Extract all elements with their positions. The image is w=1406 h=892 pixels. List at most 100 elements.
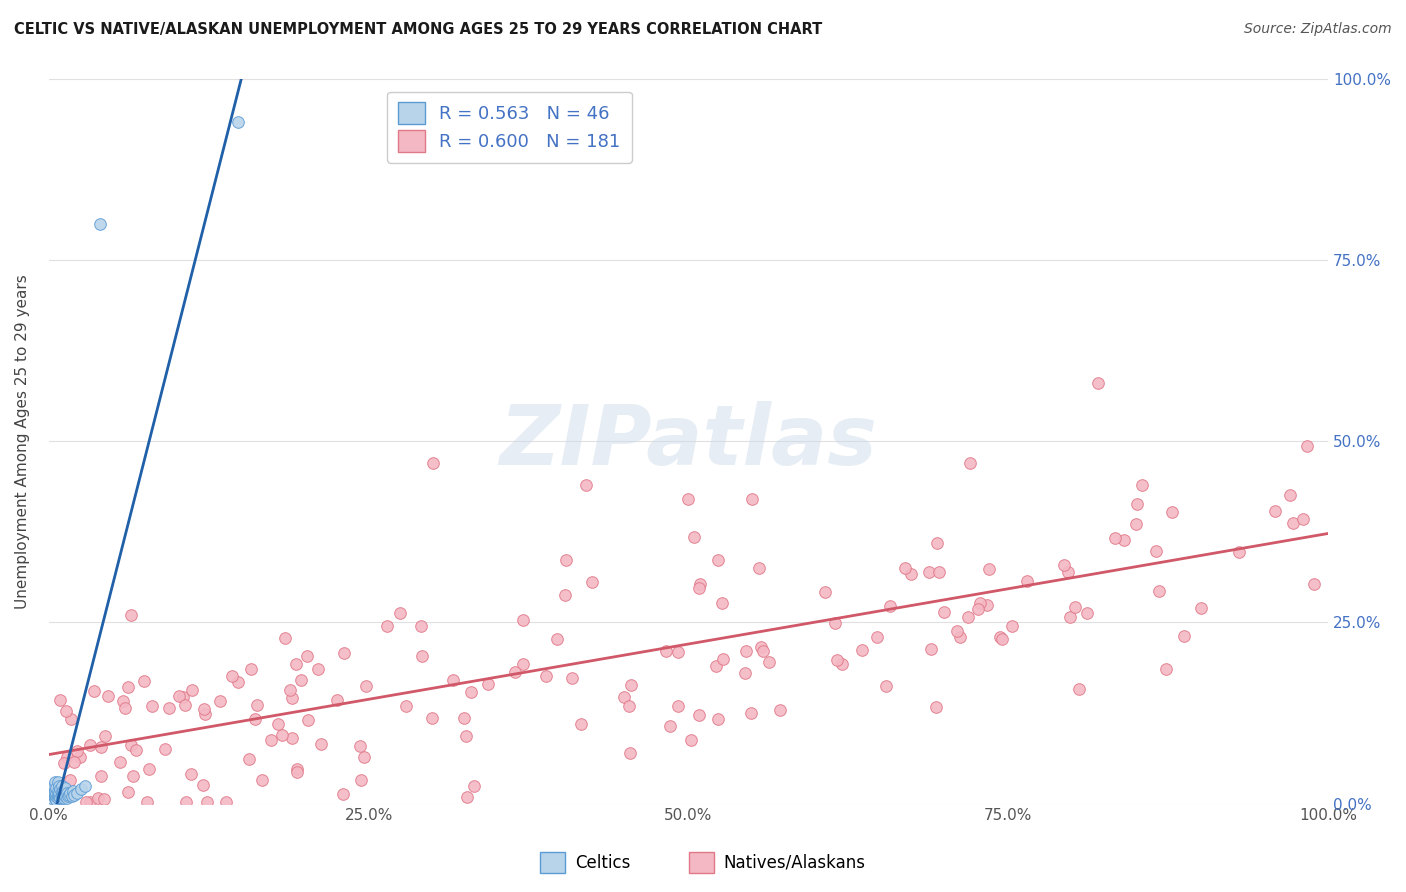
Point (285, 765, 308, 780)
Point (69, 750, 91, 764)
Point (60, 789, 83, 804)
Point (688, 581, 710, 595)
Point (441, 673, 464, 687)
Point (734, 665, 756, 680)
Point (375, 619, 398, 633)
Point (925, 700, 948, 714)
Point (1227, 545, 1250, 559)
Point (117, 785, 139, 799)
Point (309, 737, 332, 751)
Point (157, 701, 180, 715)
Point (267, 716, 290, 731)
Point (704, 659, 727, 673)
Point (120, 738, 142, 752)
Point (39, 790, 62, 805)
Point (135, 795, 157, 809)
Point (48, 779, 70, 793)
Point (477, 677, 499, 691)
Point (814, 585, 837, 599)
Point (108, 755, 131, 769)
Point (55, 786, 77, 800)
Point (51, 790, 73, 805)
Point (353, 750, 375, 764)
Point (350, 773, 373, 788)
Point (49, 790, 72, 805)
Point (45, 789, 67, 804)
Point (453, 711, 475, 725)
Point (60, 712, 83, 726)
Point (1076, 606, 1098, 620)
Point (45, 786, 67, 800)
Point (1087, 376, 1109, 391)
Point (246, 698, 269, 712)
Point (42, 779, 65, 793)
Point (411, 648, 433, 663)
Point (957, 609, 980, 624)
Point (167, 689, 190, 703)
Point (1056, 565, 1078, 579)
Point (48, 786, 70, 800)
Point (1104, 531, 1126, 545)
Point (41, 782, 63, 797)
Point (463, 779, 485, 793)
Point (969, 596, 991, 610)
Point (174, 795, 197, 809)
Point (66, 786, 89, 800)
Point (55, 704, 77, 718)
Point (752, 644, 775, 658)
Point (454, 729, 477, 743)
Point (46, 783, 69, 797)
Point (59, 786, 82, 800)
Point (349, 739, 371, 754)
Point (134, 674, 156, 689)
Point (389, 606, 412, 620)
Point (354, 679, 377, 693)
Point (866, 630, 889, 644)
Point (769, 703, 792, 717)
Point (831, 657, 853, 672)
Point (851, 643, 873, 657)
Point (460, 684, 482, 698)
Point (1001, 619, 1024, 633)
Point (411, 619, 433, 633)
Point (711, 652, 734, 666)
Point (281, 690, 304, 705)
Point (191, 778, 214, 792)
Point (503, 665, 526, 679)
Point (1017, 574, 1039, 588)
Point (748, 560, 770, 574)
Point (988, 630, 1011, 644)
Point (51, 788, 73, 802)
Point (274, 631, 297, 645)
Point (46, 788, 69, 802)
Point (959, 456, 981, 470)
Point (62, 783, 84, 797)
Point (51, 783, 73, 797)
Point (678, 492, 700, 507)
Point (1144, 544, 1167, 558)
Point (1282, 516, 1305, 530)
Point (138, 762, 160, 776)
Point (49, 692, 72, 706)
Point (46, 790, 69, 805)
Point (58, 788, 80, 802)
Text: ZIPatlas: ZIPatlas (499, 401, 877, 482)
Point (215, 795, 238, 809)
Point (63, 788, 86, 802)
Point (875, 679, 897, 693)
Point (285, 762, 308, 776)
Point (42, 789, 65, 804)
Point (281, 731, 304, 746)
Point (117, 680, 139, 694)
Point (741, 492, 763, 507)
Point (1189, 600, 1212, 615)
Point (751, 640, 773, 655)
Point (195, 795, 218, 809)
Point (75, 795, 97, 809)
Point (271, 728, 294, 742)
Point (278, 683, 301, 698)
Point (1059, 610, 1081, 624)
Point (1160, 505, 1182, 519)
Point (83, 683, 105, 698)
Point (1132, 477, 1154, 491)
